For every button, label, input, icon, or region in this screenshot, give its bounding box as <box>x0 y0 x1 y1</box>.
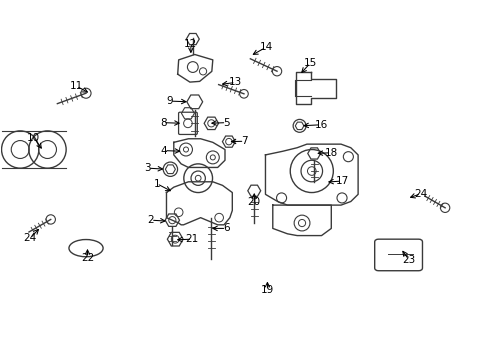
Text: 13: 13 <box>229 77 242 87</box>
Text: 22: 22 <box>81 253 94 263</box>
Text: 15: 15 <box>303 58 316 68</box>
Text: 5: 5 <box>223 118 229 128</box>
Text: 4: 4 <box>161 145 167 156</box>
Text: 6: 6 <box>223 224 229 233</box>
Text: 14: 14 <box>259 42 272 52</box>
Text: 19: 19 <box>260 285 273 296</box>
Text: 1: 1 <box>153 179 160 189</box>
Text: 24: 24 <box>413 189 427 199</box>
Text: 7: 7 <box>241 136 247 146</box>
Text: 9: 9 <box>166 96 173 106</box>
Text: 11: 11 <box>69 81 83 91</box>
Text: 23: 23 <box>401 255 415 265</box>
Text: 18: 18 <box>324 148 337 158</box>
Text: 2: 2 <box>147 215 154 225</box>
Text: 10: 10 <box>27 133 41 143</box>
Text: 17: 17 <box>335 176 348 186</box>
Text: 8: 8 <box>160 118 166 128</box>
Text: 12: 12 <box>184 40 197 49</box>
Text: 21: 21 <box>185 234 199 244</box>
Text: 24: 24 <box>23 233 37 243</box>
Text: 20: 20 <box>247 197 260 207</box>
Text: 16: 16 <box>314 120 327 130</box>
Text: 3: 3 <box>144 163 151 173</box>
